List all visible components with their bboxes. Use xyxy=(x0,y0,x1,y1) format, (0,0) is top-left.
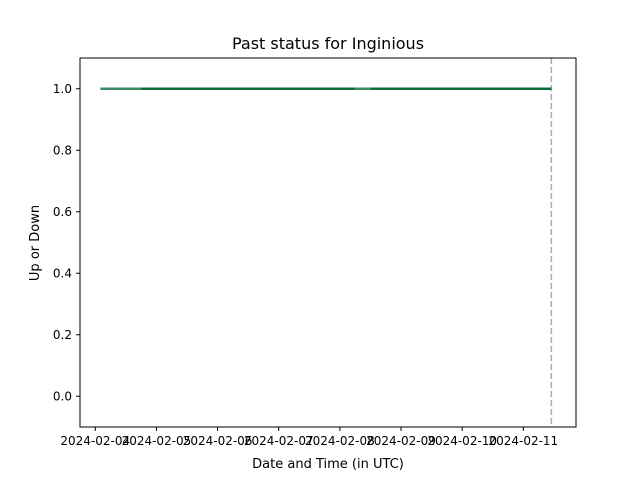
y-ticks: 0.0 0.2 0.4 0.6 0.8 1.0 xyxy=(53,82,80,403)
chart-title: Past status for Inginious xyxy=(232,34,424,53)
y-tick-label: 0.8 xyxy=(53,143,72,157)
x-axis-label: Date and Time (in UTC) xyxy=(252,457,404,472)
y-tick-label: 0.2 xyxy=(53,328,72,342)
x-tick-label: 2024-02-10 xyxy=(427,434,497,448)
plot-frame xyxy=(79,57,577,428)
x-tick-label: 2024-02-05 xyxy=(122,434,192,448)
x-ticks: 2024-02-042024-02-052024-02-062024-02-07… xyxy=(60,427,558,448)
y-tick-label: 0.6 xyxy=(53,205,72,219)
x-tick-label: 2024-02-11 xyxy=(488,434,558,448)
x-tick-label: 2024-02-07 xyxy=(244,434,314,448)
plot-marks xyxy=(100,58,553,427)
y-tick-label: 0.4 xyxy=(53,266,72,280)
x-tick-label: 2024-02-09 xyxy=(366,434,436,448)
x-tick-label: 2024-02-04 xyxy=(60,434,130,448)
x-tick-label: 2024-02-06 xyxy=(183,434,253,448)
x-tick-label: 2024-02-08 xyxy=(305,434,375,448)
y-tick-label: 0.0 xyxy=(53,389,72,403)
y-tick-label: 1.0 xyxy=(53,82,72,96)
y-axis-label: Up or Down xyxy=(28,205,43,281)
